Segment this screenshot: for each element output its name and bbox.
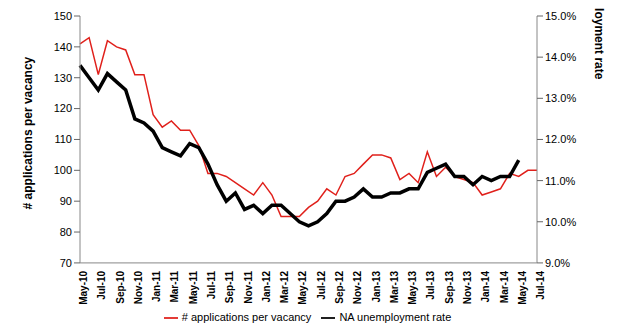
svg-text:70: 70: [60, 257, 72, 269]
svg-text:Jul-10: Jul-10: [96, 270, 107, 299]
svg-text:140: 140: [54, 41, 72, 53]
svg-text:120: 120: [54, 102, 72, 114]
svg-text:Sep-10: Sep-10: [115, 270, 126, 303]
svg-text:130: 130: [54, 72, 72, 84]
svg-text:Jul-14: Jul-14: [535, 270, 546, 299]
svg-text:Sep-13: Sep-13: [444, 270, 455, 303]
svg-text:Mar-14: Mar-14: [499, 270, 510, 303]
svg-text:May-11: May-11: [188, 270, 199, 304]
svg-text:Jul-13: Jul-13: [425, 270, 436, 299]
svg-text:Sep-11: Sep-11: [224, 270, 235, 303]
svg-text:May-12: May-12: [297, 270, 308, 304]
svg-text:Jan-11: Jan-11: [151, 270, 162, 302]
svg-text:Nov-10: Nov-10: [133, 270, 144, 304]
svg-text:90: 90: [60, 195, 72, 207]
svg-text:11.0%: 11.0%: [545, 175, 576, 187]
svg-text:Mar-13: Mar-13: [389, 270, 400, 303]
svg-text:Jan-12: Jan-12: [261, 270, 272, 302]
svg-text:Jan-13: Jan-13: [371, 270, 382, 302]
svg-text:Jul-12: Jul-12: [316, 270, 327, 299]
svg-text:100: 100: [54, 164, 72, 176]
svg-text:Mar-11: Mar-11: [170, 270, 181, 302]
svg-text:110: 110: [54, 133, 72, 145]
svg-text:Sep-12: Sep-12: [334, 270, 345, 303]
svg-text:Jan-14: Jan-14: [480, 270, 491, 302]
svg-text:Jul-11: Jul-11: [206, 270, 217, 299]
svg-text:Nov-11: Nov-11: [243, 270, 254, 303]
svg-text:10.0%: 10.0%: [545, 216, 576, 228]
svg-text:# applications per vacancy: # applications per vacancy: [21, 56, 35, 209]
svg-text:Mar-12: Mar-12: [279, 270, 290, 303]
svg-text:NA unemployment rate: NA unemployment rate: [592, 8, 606, 80]
html-text:NA unemployment rate: NA unemployment rate: [339, 310, 452, 323]
svg-text:13.0%: 13.0%: [545, 92, 576, 104]
svg-text:Nov-12: Nov-12: [352, 270, 363, 304]
svg-text:May-13: May-13: [407, 270, 418, 304]
svg-text:Nov-13: Nov-13: [462, 270, 473, 304]
svg-text:15.0%: 15.0%: [545, 10, 576, 22]
svg-text:14.0%: 14.0%: [545, 51, 576, 63]
svg-text:150: 150: [54, 10, 72, 22]
svg-text:May-10: May-10: [78, 270, 89, 304]
svg-text:May-14: May-14: [517, 270, 528, 304]
html-text:# applications per vacancy: # applications per vacancy: [181, 310, 312, 323]
svg-text:12.0%: 12.0%: [545, 133, 576, 145]
svg-text:9.0%: 9.0%: [545, 257, 570, 269]
svg-text:80: 80: [60, 226, 72, 238]
